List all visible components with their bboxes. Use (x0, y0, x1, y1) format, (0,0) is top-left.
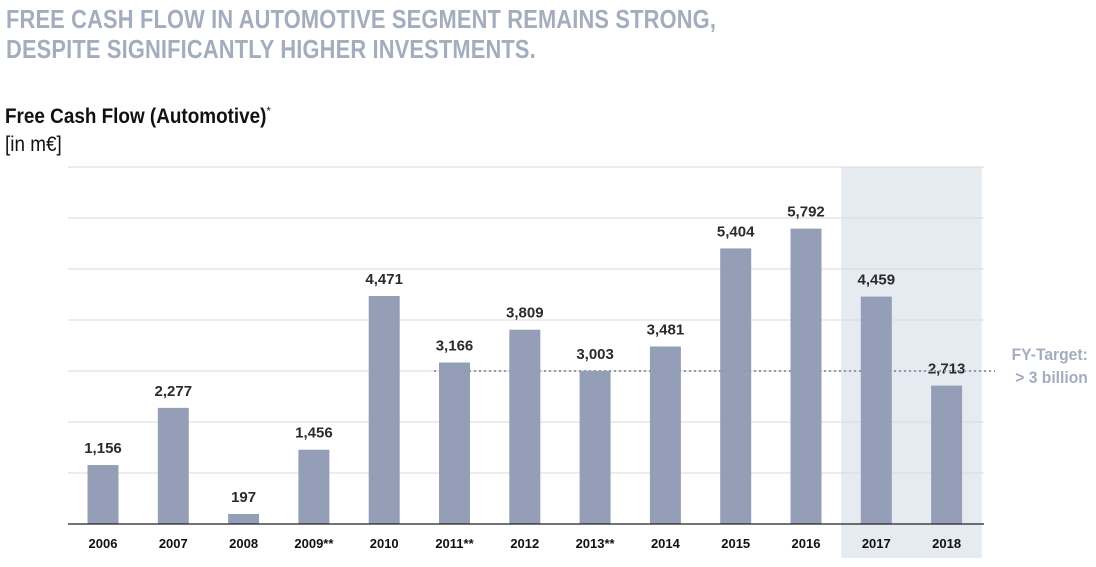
bar-2012 (509, 329, 541, 524)
data-label-2018: 2,713 (928, 361, 966, 378)
data-label-2007: 2,277 (155, 383, 193, 400)
x-tick-label-2017: 2017 (862, 536, 891, 551)
x-tick-label-2007: 2007 (159, 536, 188, 551)
data-label-2008: 197 (231, 489, 256, 506)
x-tick-label-2013**: 2013** (576, 536, 616, 551)
x-tick-label-2016: 2016 (792, 536, 821, 551)
x-tick-label-2008: 2008 (229, 536, 258, 551)
bar-2009** (298, 449, 330, 524)
x-tick-label-2014: 2014 (651, 536, 681, 551)
bar-2010 (368, 295, 400, 524)
headline: FREE CASH FLOW IN AUTOMOTIVE SEGMENT REM… (6, 4, 716, 64)
x-tick-label-2015: 2015 (721, 536, 750, 551)
fy-target-label-line-2: > 3 billion (1015, 368, 1088, 387)
x-tick-label-2010: 2010 (370, 536, 399, 551)
bar-2017 (860, 296, 892, 524)
fy-target-label: FY-Target: > 3 billion (1012, 343, 1088, 389)
data-label-2014: 3,481 (647, 321, 685, 338)
data-label-2017: 4,459 (858, 272, 896, 289)
bar-2013** (579, 370, 611, 524)
bar-2011** (439, 362, 470, 524)
headline-line-2: DESPITE SIGNIFICANTLY HIGHER INVESTMENTS… (6, 34, 536, 64)
data-label-2015: 5,404 (717, 223, 755, 240)
headline-line-1: FREE CASH FLOW IN AUTOMOTIVE SEGMENT REM… (6, 4, 717, 34)
bar-2015 (720, 248, 752, 524)
bar-2016 (790, 228, 822, 524)
data-label-2009**: 1,456 (295, 425, 333, 442)
bar-2007 (157, 407, 189, 524)
data-label-2010: 4,471 (365, 271, 403, 288)
chart-title-text: Free Cash Flow (Automotive) (5, 105, 267, 128)
data-label-2006: 1,156 (84, 440, 122, 457)
bar-2006 (87, 465, 119, 524)
x-tick-label-2018: 2018 (932, 536, 961, 551)
fy-target-label-line-1: FY-Target: (1011, 345, 1088, 364)
x-tick-label-2011**: 2011** (435, 536, 474, 551)
data-label-2012: 3,809 (506, 305, 544, 322)
data-label-2013**: 3,003 (576, 346, 614, 363)
chart-unit-label: [in m€] (5, 133, 62, 156)
data-label-2011**: 3,166 (436, 338, 474, 355)
chart-title-footnote-marker: * (266, 104, 271, 118)
x-tick-label-2009**: 2009** (294, 536, 334, 551)
bar-2014 (649, 346, 681, 524)
bar-2008 (228, 513, 260, 524)
chart-title: Free Cash Flow (Automotive)* (5, 104, 271, 129)
x-tick-label-2006: 2006 (89, 536, 118, 551)
data-label-2016: 5,792 (787, 204, 825, 221)
bar-2018 (931, 385, 963, 524)
x-tick-label-2012: 2012 (510, 536, 539, 551)
